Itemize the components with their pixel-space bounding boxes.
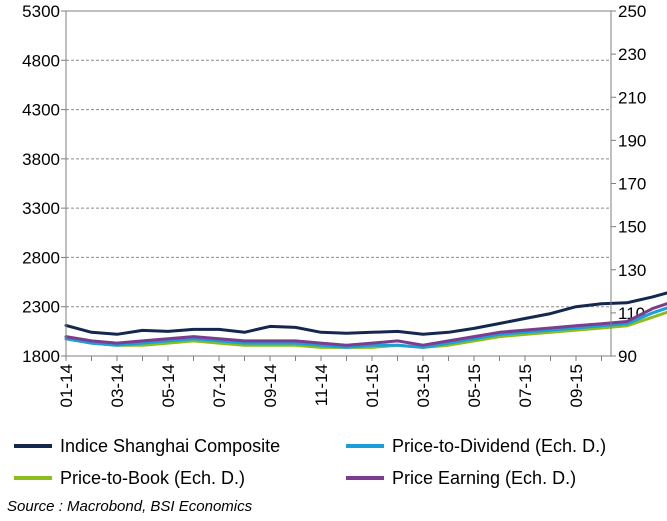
x-tick-label: 05-15	[465, 364, 484, 407]
left-tick-label: 5300	[22, 2, 60, 21]
series-line-price-to-book-ech-d	[64, 310, 667, 349]
legend-swatch-price-to-book	[14, 476, 52, 480]
series-line-price-earning-ech-d	[64, 302, 667, 347]
right-tick-label: 170	[618, 175, 646, 194]
left-tick-label: 2300	[22, 298, 60, 317]
left-tick-label: 1800	[22, 347, 60, 366]
x-tick-label: 01-15	[363, 364, 382, 407]
right-tick-label: 210	[618, 88, 646, 107]
legend: Indice Shanghai Composite Price-to-Divid…	[0, 426, 667, 496]
source-note: Source : Macrobond, BSI Economics	[7, 498, 253, 515]
legend-label-price-earning: Price Earning (Ech. D.)	[392, 467, 577, 488]
series-lines	[64, 291, 667, 349]
x-tick-label: 05-14	[159, 364, 178, 407]
x-tick-label: 03-15	[414, 364, 433, 407]
legend-swatch-shanghai	[14, 444, 52, 448]
x-tick-label: 09-14	[261, 364, 280, 407]
legend-item-shanghai: Indice Shanghai Composite	[14, 434, 280, 458]
right-tick-label: 90	[618, 347, 637, 366]
left-tick-label: 4800	[22, 51, 60, 70]
x-tick-label: 03-14	[108, 364, 127, 407]
left-tick-label: 3300	[22, 199, 60, 218]
right-tick-label: 250	[618, 2, 646, 21]
x-tick-label: 09-15	[567, 364, 586, 407]
right-tick-label: 150	[618, 218, 646, 237]
x-axis-ticks: 01-14 03-14 05-14 07-14 09-14 11-14 01-15 03-15…	[57, 356, 602, 407]
left-tick-label: 4300	[22, 101, 60, 120]
grid-lines	[66, 59, 611, 308]
legend-item-price-to-book: Price-to-Book (Ech. D.)	[14, 466, 245, 490]
series-line-indice-shanghai-composite	[64, 291, 667, 336]
x-tick-label: 11-14	[312, 364, 331, 406]
x-tick-label: 07-14	[210, 364, 229, 407]
legend-swatch-price-to-dividend	[346, 444, 384, 448]
right-tick-label: 190	[618, 131, 646, 150]
x-tick-label: 07-15	[516, 364, 535, 407]
left-axis-ticks: 1800 2300 2800 3300 3800 4300 4800 5300	[22, 2, 66, 366]
left-tick-label: 2800	[22, 248, 60, 267]
left-tick-label: 3800	[22, 150, 60, 169]
legend-label-price-to-book: Price-to-Book (Ech. D.)	[60, 467, 246, 488]
legend-swatch-price-earning	[346, 476, 384, 480]
right-tick-label: 130	[618, 261, 646, 280]
legend-item-price-earning: Price Earning (Ech. D.)	[346, 466, 576, 490]
x-tick-label: 01-14	[57, 364, 76, 407]
legend-label-shanghai: Indice Shanghai Composite	[60, 435, 281, 456]
legend-item-price-to-dividend: Price-to-Dividend (Ech. D.)	[346, 434, 606, 458]
legend-label-price-to-dividend: Price-to-Dividend (Ech. D.)	[392, 435, 607, 456]
right-tick-label: 230	[618, 45, 646, 64]
plot-frame	[65, 10, 612, 357]
series-line-price-to-dividend-ech-d	[64, 306, 667, 349]
